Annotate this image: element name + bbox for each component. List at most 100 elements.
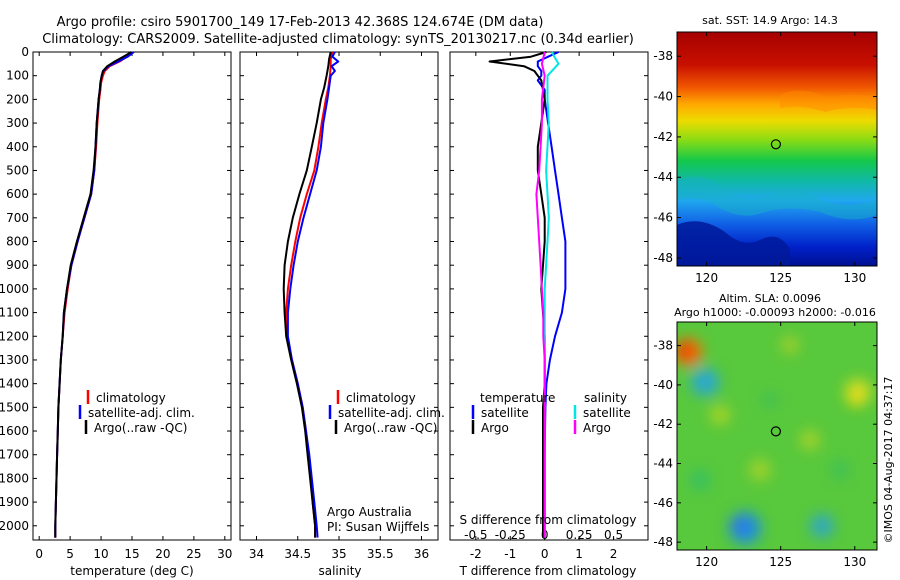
salinity-tick-label: 35.5 — [367, 547, 394, 561]
s-difference-tick-label: -0.5 — [464, 528, 487, 542]
t-difference-tick-label: 0 — [541, 547, 549, 561]
depth-tick-label: 2000 — [0, 519, 29, 533]
sst-front — [677, 176, 877, 220]
salinity-panel-frame — [239, 51, 439, 541]
temperature-tick-label: 25 — [186, 547, 201, 561]
sst-warm-streak — [780, 90, 877, 112]
salinity-x-ticks: 34 34.5 35 35.5 36 — [249, 52, 429, 561]
sla-anomaly — [762, 392, 778, 408]
sst-map-y-tick-label: -38 — [653, 49, 673, 63]
sla-anomaly — [691, 368, 719, 396]
sla-anomaly — [710, 405, 730, 425]
sst-map-axes: 120 125 130 -38 -40 -42 -44 -46 -48 — [653, 32, 877, 285]
difference-line-s-satellite — [543, 51, 560, 538]
legend-label-s-satellite: satellite — [583, 406, 631, 420]
depth-tick-label: 0 — [21, 45, 29, 59]
legend-label-climatology: climatology — [96, 391, 166, 405]
temperature-tick-label: 20 — [155, 547, 170, 561]
salinity-tick-label: 34.5 — [284, 547, 311, 561]
institution-annotation: Argo Australia — [327, 505, 412, 519]
sla-map-y-tick-label: -46 — [653, 496, 673, 510]
depth-tick-label: 600 — [6, 187, 29, 201]
sla-anomaly — [781, 336, 799, 354]
depth-tick-label: 500 — [6, 163, 29, 177]
depth-tick-label: 1700 — [0, 448, 29, 462]
s-difference-tick-label: -0.25 — [495, 528, 526, 542]
legend-label-satellite: satellite-adj. clim. — [88, 406, 195, 420]
t-difference-tick-label: -1 — [504, 547, 516, 561]
temperature-axis-label: temperature (deg C) — [70, 564, 193, 578]
sst-map-y-tick-label: -44 — [653, 170, 673, 184]
depth-tick-label: 1600 — [0, 424, 29, 438]
sla-map-x-tick-label: 120 — [695, 555, 718, 569]
depth-tick-label: 100 — [6, 69, 29, 83]
sla-map-y-tick-label: -38 — [653, 339, 673, 353]
difference-line-t-argo — [488, 51, 547, 538]
s-difference-axis-label: S difference from climatology — [460, 513, 637, 527]
salinity-tick-label: 36 — [414, 547, 429, 561]
depth-tick-label: 1400 — [0, 377, 29, 391]
sst-map-x-tick-label: 125 — [769, 271, 792, 285]
temperature-tick-label: 10 — [93, 547, 108, 561]
sla-anomalies — [677, 336, 871, 544]
temperature-series — [54, 51, 135, 538]
salinity-line-satellite-adj-clim — [286, 51, 340, 538]
legend-header-salinity: salinity — [584, 391, 627, 405]
depth-tick-label: 1000 — [0, 282, 29, 296]
temperature-tick-label: 5 — [66, 547, 74, 561]
sla-map-y-tick-label: -42 — [653, 417, 673, 431]
sla-anomaly — [677, 342, 692, 358]
sla-anomaly — [732, 517, 748, 533]
sla-anomaly — [831, 461, 849, 479]
depth-tick-label: 800 — [6, 235, 29, 249]
difference-panel-frame — [449, 51, 649, 541]
depth-tick-label: 1300 — [0, 353, 29, 367]
figure-title-line-1: Argo profile: csiro 5901700_149 17-Feb-2… — [57, 15, 544, 30]
legend-label-argo: Argo(..raw -QC) — [344, 421, 437, 435]
temperature-line-argo-raw-qc — [54, 51, 132, 538]
t-difference-tick-label: -2 — [470, 547, 482, 561]
sst-cold-patch — [677, 221, 790, 266]
sla-anomaly — [849, 394, 861, 406]
depth-tick-label: 1100 — [0, 306, 29, 320]
temperature-x-ticks: 0 5 10 15 20 25 30 — [35, 52, 232, 561]
sla-anomaly — [690, 470, 710, 490]
legend-header-temperature: temperature — [480, 391, 555, 405]
temperature-tick-label: 0 — [35, 547, 43, 561]
legend-label-s-argo: Argo — [583, 421, 611, 435]
t-difference-tick-label: 1 — [575, 547, 583, 561]
sst-map-y-tick-label: -40 — [653, 90, 673, 104]
depth-tick-label: 400 — [6, 140, 29, 154]
t-difference-axis-label: T difference from climatology — [459, 564, 637, 578]
difference-series — [488, 51, 567, 538]
sst-map-y-tick-label: -46 — [653, 211, 673, 225]
sst-map-title: sat. SST: 14.9 Argo: 14.3 — [702, 14, 838, 27]
sla-map-y-tick-label: -48 — [653, 535, 673, 549]
temperature-legend: climatology satellite-adj. clim. Argo(..… — [78, 390, 195, 435]
sla-anomaly — [810, 514, 834, 538]
salinity-legend: climatology satellite-adj. clim. Argo(..… — [328, 390, 445, 435]
sla-map-title-line-2: Argo h1000: -0.00093 h2000: -0.016 — [674, 306, 876, 319]
depth-tick-label: 700 — [6, 211, 29, 225]
sst-map-y-tick-label: -42 — [653, 130, 673, 144]
sst-argo-location-marker — [770, 139, 782, 150]
difference-line-s-argo — [535, 51, 546, 538]
legend-label-climatology: climatology — [346, 391, 416, 405]
sla-map-y-tick-label: -44 — [653, 457, 673, 471]
salinity-axis-label: salinity — [318, 564, 361, 578]
salinity-tick-label: 34 — [249, 547, 264, 561]
legend-label-satellite: satellite-adj. clim. — [338, 406, 445, 420]
depth-tick-label: 200 — [6, 92, 29, 106]
depth-axis: 0 100 200 300 400 500 600 700 800 900 1000 1100 1200… — [0, 45, 29, 533]
salinity-line-argo-raw-qc — [282, 51, 332, 538]
figure-title-line-2: Climatology: CARS2009. Satellite-adjuste… — [42, 32, 634, 47]
difference-legend: temperature salinity satellite Argo sate… — [471, 391, 631, 435]
sla-map-y-tick-label: -40 — [653, 378, 673, 392]
temperature-panel-frame — [32, 51, 232, 541]
s-difference-tick-label: 0.25 — [566, 528, 593, 542]
depth-tick-label: 1500 — [0, 400, 29, 414]
sst-map-frame — [676, 31, 878, 267]
sla-map-x-tick-label: 130 — [843, 555, 866, 569]
sst-map-y-tick-label: -48 — [653, 251, 673, 265]
